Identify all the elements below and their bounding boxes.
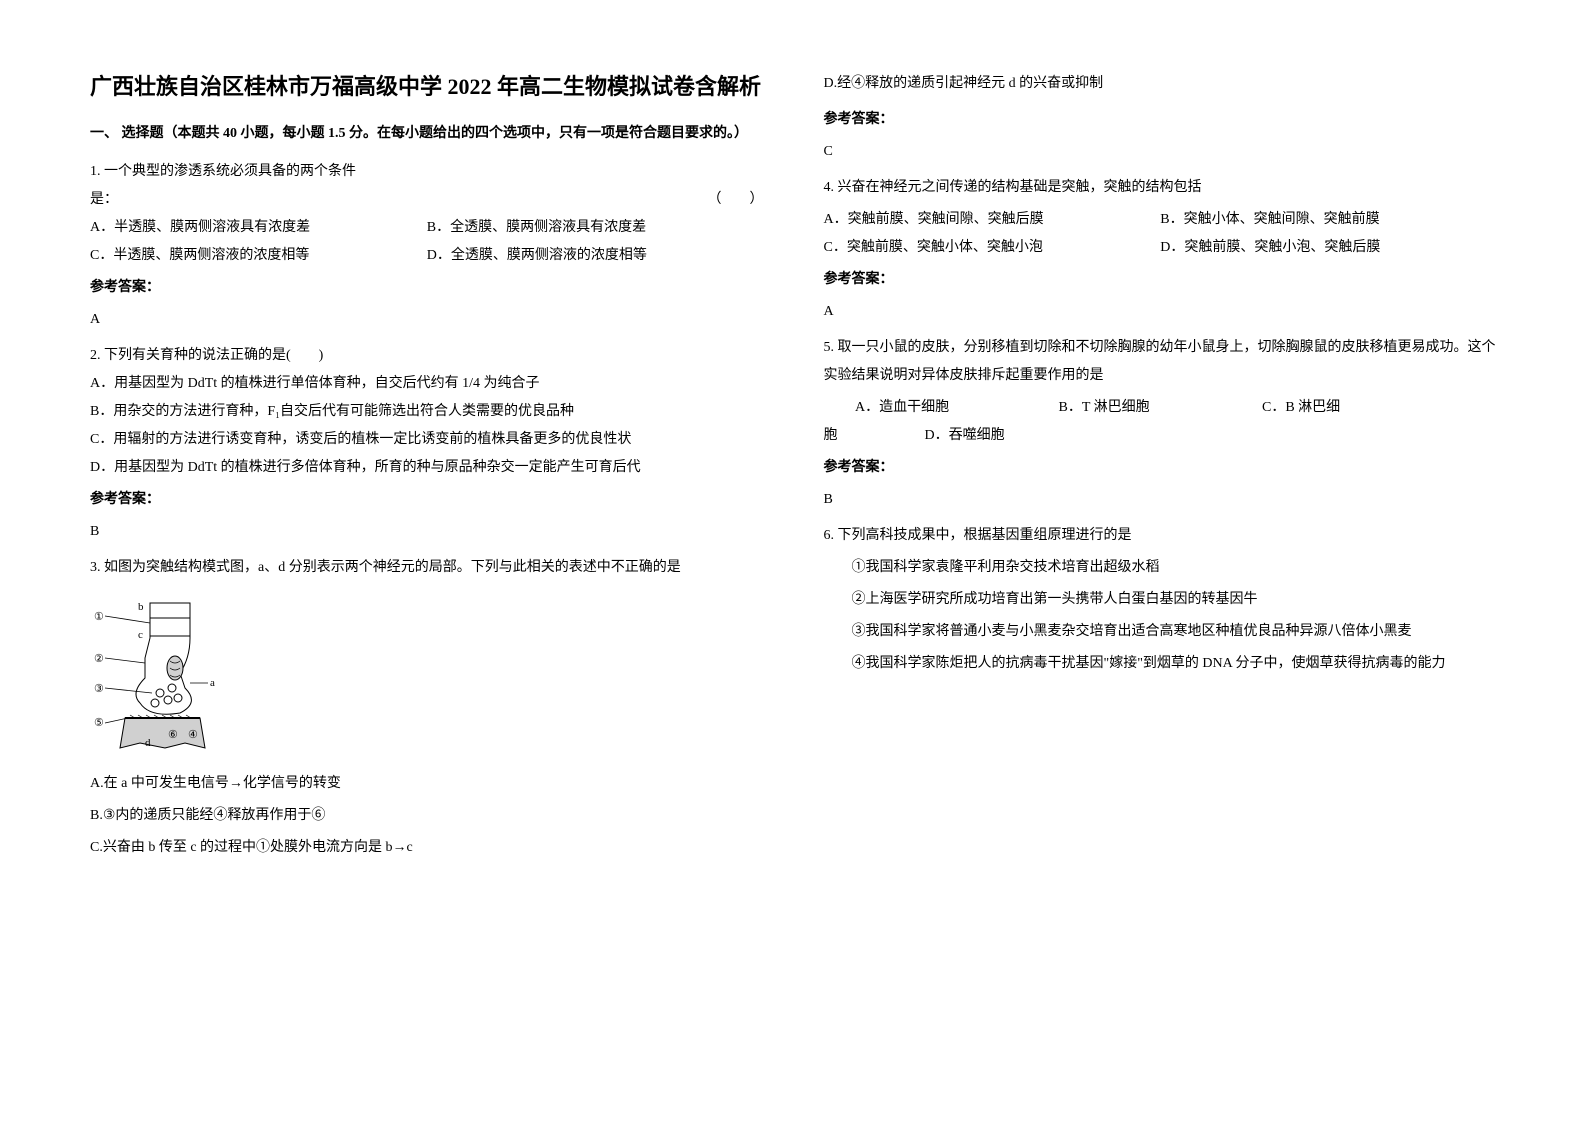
diagram-num-1: ① xyxy=(94,611,104,623)
q1-answer: A xyxy=(90,306,764,334)
diagram-label-d: d xyxy=(145,737,151,749)
diagram-label-a: a xyxy=(210,677,215,689)
q6-opt4: ④我国科学家陈炬把人的抗病毒干扰基因"嫁接"到烟草的 DNA 分子中，使烟草获得… xyxy=(824,650,1498,678)
q5-optC-cont: 胞 xyxy=(824,428,838,443)
q1-stem: 1. 一个典型的渗透系统必须具备的两个条件 xyxy=(90,158,764,186)
diagram-num-3: ③ xyxy=(94,683,104,695)
exam-title: 广西壮族自治区桂林市万福高级中学 2022 年高二生物模拟试卷含解析 xyxy=(90,70,764,103)
diagram-num-5: ⑤ xyxy=(94,717,104,729)
q2-answer-label: 参考答案： xyxy=(90,486,764,514)
q3-diagram: b c a d ① ② ③ ④ ⑤ ⑥ xyxy=(90,598,230,758)
q2-stem: 2. 下列有关育种的说法正确的是( ) xyxy=(90,342,764,370)
q1-optD: D．全透膜、膜两侧溶液的浓度相等 xyxy=(427,242,764,270)
q1-optB: B．全透膜、膜两侧溶液具有浓度差 xyxy=(427,214,764,242)
q3-optB: B.③内的递质只能经④释放再作用于⑥ xyxy=(90,802,764,830)
q5-optD: D．吞噬细胞 xyxy=(925,428,1005,443)
q4-optC: C．突触前膜、突触小体、突触小泡 xyxy=(824,234,1161,262)
q5-optB: B．T 淋巴细胞 xyxy=(1059,394,1259,422)
synapse-diagram-svg: b c a d ① ② ③ ④ ⑤ ⑥ xyxy=(90,598,230,758)
q4-row2: C．突触前膜、突触小体、突触小泡 D．突触前膜、突触小泡、突触后膜 xyxy=(824,234,1498,262)
q4-optD: D．突触前膜、突触小泡、突触后膜 xyxy=(1160,234,1497,262)
q5-options-row1: A．造血干细胞 B．T 淋巴细胞 C．B 淋巴细 xyxy=(824,394,1498,422)
q5-stem: 5. 取一只小鼠的皮肤，分别移植到切除和不切除胸腺的幼年小鼠身上，切除胸腺鼠的皮… xyxy=(824,334,1498,390)
q6-opt1: ①我国科学家袁隆平利用杂交技术培育出超级水稻 xyxy=(824,554,1498,582)
q5-options-row2: 胞 D．吞噬细胞 xyxy=(824,422,1498,450)
q1-row1: A．半透膜、膜两侧溶液具有浓度差 B．全透膜、膜两侧溶液具有浓度差 xyxy=(90,214,764,242)
q2-answer: B xyxy=(90,518,764,546)
diagram-num-2: ② xyxy=(94,653,104,665)
q5-optC: C．B 淋巴细 xyxy=(1262,400,1340,415)
left-column: 广西壮族自治区桂林市万福高级中学 2022 年高二生物模拟试卷含解析 一、 选择… xyxy=(90,70,764,1052)
section-header: 一、 选择题（本题共 40 小题，每小题 1.5 分。在每小题给出的四个选项中，… xyxy=(90,121,764,146)
q6-opt3: ③我国科学家将普通小麦与小黑麦杂交培育出适合高寒地区种植优良品种异源八倍体小黑麦 xyxy=(824,618,1498,646)
q3-optA: A.在 a 中可发生电信号→化学信号的转变 xyxy=(90,770,764,798)
q1-row2: C．半透膜、膜两侧溶液的浓度相等 D．全透膜、膜两侧溶液的浓度相等 xyxy=(90,242,764,270)
q1-stem2-right: （ ） xyxy=(708,186,764,214)
q2-optA: A．用基因型为 DdTt 的植株进行单倍体育种，自交后代约有 1/4 为纯合子 xyxy=(90,370,764,398)
q1-stem2: 是： （ ） xyxy=(90,186,764,214)
q5-answer-label: 参考答案： xyxy=(824,454,1498,482)
q1-optA: A．半透膜、膜两侧溶液具有浓度差 xyxy=(90,214,427,242)
q2-optD: D．用基因型为 DdTt 的植株进行多倍体育种，所育的种与原品种杂交一定能产生可… xyxy=(90,454,764,482)
q2-optC: C．用辐射的方法进行诱变育种，诱变后的植株一定比诱变前的植株具备更多的优良性状 xyxy=(90,426,764,454)
diagram-label-b: b xyxy=(138,601,144,613)
q3-optD: D.经④释放的递质引起神经元 d 的兴奋或抑制 xyxy=(824,70,1498,98)
q4-optA: A．突触前膜、突触间隙、突触后膜 xyxy=(824,206,1161,234)
q3-optC: C.兴奋由 b 传至 c 的过程中①处膜外电流方向是 b→c xyxy=(90,834,764,862)
q6-opt2: ②上海医学研究所成功培育出第一头携带人白蛋白基因的转基因牛 xyxy=(824,586,1498,614)
q1-answer-label: 参考答案： xyxy=(90,274,764,302)
diagram-num-4: ④ xyxy=(188,729,198,741)
diagram-label-c: c xyxy=(138,629,143,641)
q5-optA: A．造血干细胞 xyxy=(855,394,1055,422)
q1-optC: C．半透膜、膜两侧溶液的浓度相等 xyxy=(90,242,427,270)
q3-stem: 3. 如图为突触结构模式图，a、d 分别表示两个神经元的局部。下列与此相关的表述… xyxy=(90,554,764,582)
q4-answer-label: 参考答案： xyxy=(824,266,1498,294)
q3-answer: C xyxy=(824,138,1498,166)
q5-answer: B xyxy=(824,486,1498,514)
diagram-num-6: ⑥ xyxy=(168,729,178,741)
q6-stem: 6. 下列高科技成果中，根据基因重组原理进行的是 xyxy=(824,522,1498,550)
q2-optB: B．用杂交的方法进行育种，F₁自交后代有可能筛选出符合人类需要的优良品种 xyxy=(90,398,764,426)
q1-stem2-left: 是： xyxy=(90,186,118,214)
q3-answer-label: 参考答案： xyxy=(824,106,1498,134)
q4-optB: B．突触小体、突触间隙、突触前膜 xyxy=(1160,206,1497,234)
q4-stem: 4. 兴奋在神经元之间传递的结构基础是突触，突触的结构包括 xyxy=(824,174,1498,202)
q4-row1: A．突触前膜、突触间隙、突触后膜 B．突触小体、突触间隙、突触前膜 xyxy=(824,206,1498,234)
q4-answer: A xyxy=(824,298,1498,326)
right-column: D.经④释放的递质引起神经元 d 的兴奋或抑制 参考答案： C 4. 兴奋在神经… xyxy=(824,70,1498,1052)
